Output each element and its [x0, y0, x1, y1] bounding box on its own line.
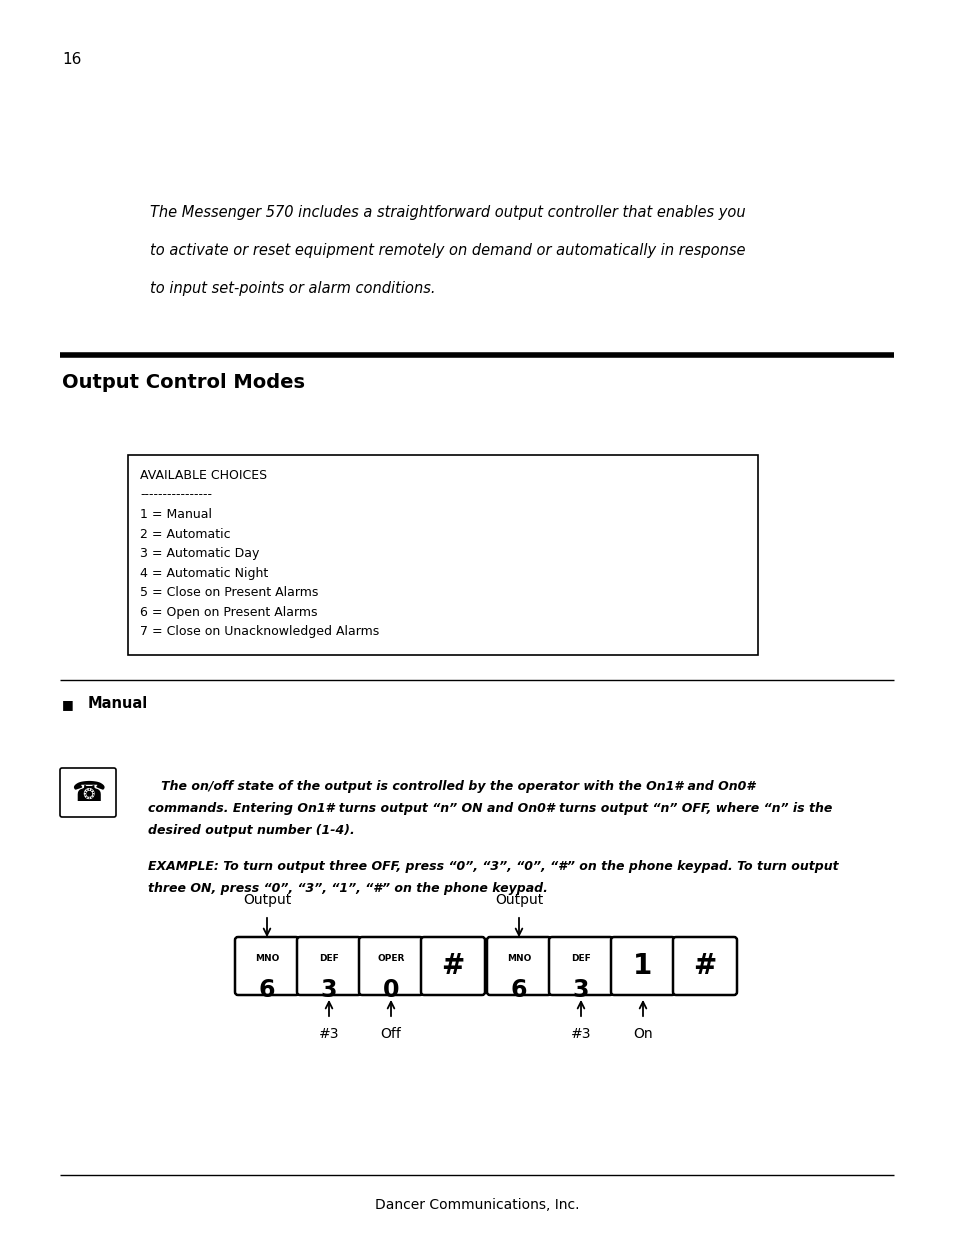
Text: Off: Off — [380, 1028, 401, 1041]
Text: ■: ■ — [62, 698, 73, 711]
Text: 1 = Manual: 1 = Manual — [140, 508, 212, 521]
Bar — [128, 454, 758, 655]
Text: MNO: MNO — [254, 953, 279, 963]
FancyBboxPatch shape — [420, 937, 484, 995]
Text: On: On — [633, 1028, 652, 1041]
FancyBboxPatch shape — [358, 937, 422, 995]
Text: 1: 1 — [633, 952, 652, 981]
Text: EXAMPLE: To turn output three OFF, press “0”, “3”, “0”, “#” on the phone keypad.: EXAMPLE: To turn output three OFF, press… — [148, 860, 838, 873]
Text: ☎: ☎ — [71, 779, 105, 806]
Text: #: # — [441, 952, 464, 981]
Text: 3: 3 — [572, 978, 589, 1002]
Text: three ON, press “0”, “3”, “1”, “#” on the phone keypad.: three ON, press “0”, “3”, “1”, “#” on th… — [148, 882, 547, 895]
Text: 2 = Automatic: 2 = Automatic — [140, 527, 231, 541]
Text: 5 = Close on Present Alarms: 5 = Close on Present Alarms — [140, 585, 318, 599]
FancyBboxPatch shape — [610, 937, 675, 995]
FancyBboxPatch shape — [60, 768, 116, 818]
FancyBboxPatch shape — [486, 937, 551, 995]
Text: commands. Entering On1# turns output “n” ON and On0# turns output “n” OFF, where: commands. Entering On1# turns output “n”… — [148, 802, 832, 815]
FancyBboxPatch shape — [672, 937, 737, 995]
Text: AVAILABLE CHOICES: AVAILABLE CHOICES — [140, 469, 267, 482]
FancyBboxPatch shape — [296, 937, 360, 995]
Text: 7 = Close on Unacknowledged Alarms: 7 = Close on Unacknowledged Alarms — [140, 625, 379, 638]
Text: 6: 6 — [258, 978, 275, 1002]
Text: Output: Output — [495, 893, 542, 906]
Text: The on/off state of the output is controlled by the operator with the On1# and O: The on/off state of the output is contro… — [148, 781, 755, 793]
FancyBboxPatch shape — [548, 937, 613, 995]
Text: 4 = Automatic Night: 4 = Automatic Night — [140, 567, 268, 579]
Text: OPER: OPER — [377, 953, 404, 963]
Text: Dancer Communications, Inc.: Dancer Communications, Inc. — [375, 1198, 578, 1212]
Text: Manual: Manual — [88, 697, 148, 711]
Text: desired output number (1-4).: desired output number (1-4). — [148, 824, 355, 837]
Text: to activate or reset equipment remotely on demand or automatically in response: to activate or reset equipment remotely … — [150, 243, 744, 258]
Text: MNO: MNO — [506, 953, 531, 963]
Text: 6 = Open on Present Alarms: 6 = Open on Present Alarms — [140, 605, 317, 619]
Text: #3: #3 — [570, 1028, 591, 1041]
Text: 6: 6 — [510, 978, 527, 1002]
Text: 3: 3 — [320, 978, 337, 1002]
Text: 16: 16 — [62, 52, 81, 67]
Text: DEF: DEF — [571, 953, 590, 963]
Text: DEF: DEF — [319, 953, 338, 963]
Text: ----------------: ---------------- — [140, 489, 212, 501]
Text: 0: 0 — [382, 978, 399, 1002]
Text: 3 = Automatic Day: 3 = Automatic Day — [140, 547, 259, 559]
Text: The Messenger 570 includes a straightforward output controller that enables you: The Messenger 570 includes a straightfor… — [150, 205, 745, 220]
Text: #3: #3 — [318, 1028, 339, 1041]
Text: to input set-points or alarm conditions.: to input set-points or alarm conditions. — [150, 282, 435, 296]
Text: #: # — [693, 952, 716, 981]
Text: Output: Output — [243, 893, 291, 906]
FancyBboxPatch shape — [234, 937, 298, 995]
Text: Output Control Modes: Output Control Modes — [62, 373, 305, 391]
